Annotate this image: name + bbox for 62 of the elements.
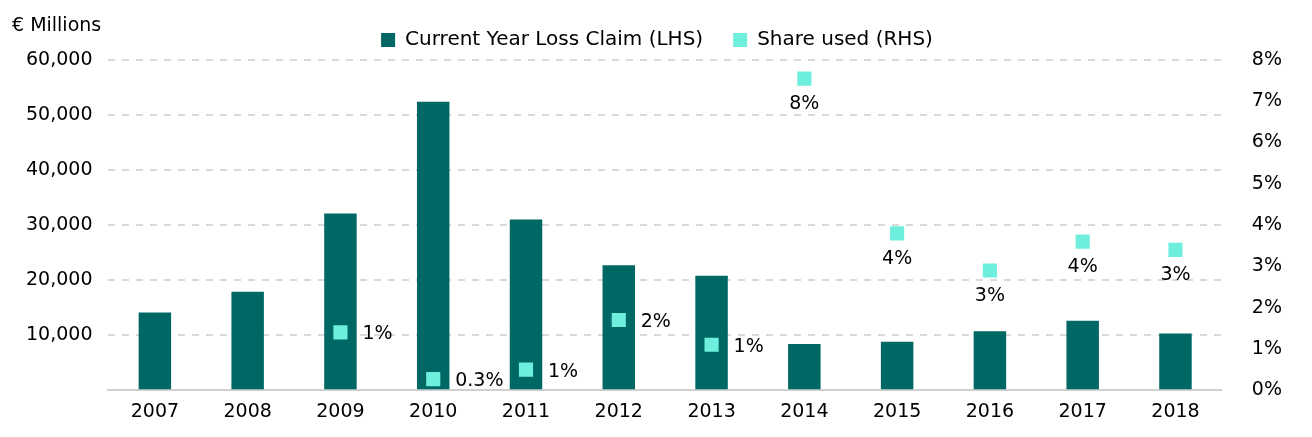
legend-label: Current Year Loss Claim (LHS) xyxy=(405,26,704,51)
y-tick-label: 60,000 xyxy=(26,46,93,69)
x-tick-label: 2016 xyxy=(965,398,1015,421)
y-tick-label: 50,000 xyxy=(26,101,93,124)
point xyxy=(333,325,348,340)
bar xyxy=(973,331,1007,390)
data-label: 1% xyxy=(362,321,393,344)
point xyxy=(890,226,905,241)
y2-tick-label: 6% xyxy=(1251,129,1283,152)
y2-tick-label: 0% xyxy=(1251,377,1283,400)
bar xyxy=(324,213,357,390)
y2-tick-label: 7% xyxy=(1251,88,1283,111)
x-tick-label: 2007 xyxy=(130,398,180,421)
x-tick-label: 2018 xyxy=(1151,398,1200,421)
x-tick-label: 2008 xyxy=(223,398,272,421)
point xyxy=(704,337,719,352)
x-tick-label: 2017 xyxy=(1058,398,1107,421)
point xyxy=(1168,242,1183,257)
bar xyxy=(231,291,264,390)
y2-tick-label: 1% xyxy=(1251,335,1283,358)
x-tick-label: 2010 xyxy=(409,398,458,421)
y2-tick-label: 2% xyxy=(1251,294,1283,317)
bar xyxy=(416,101,450,390)
data-label: 2% xyxy=(640,308,671,331)
y-tick-label: 10,000 xyxy=(26,322,93,345)
y2-tick-label: 4% xyxy=(1251,212,1283,235)
x-tick-label: 2013 xyxy=(687,398,736,421)
point xyxy=(797,71,812,86)
bar xyxy=(138,312,172,390)
data-label: 4% xyxy=(882,245,913,268)
data-label: 4% xyxy=(1067,254,1098,277)
y-axis-title: € Millions xyxy=(12,12,102,35)
data-label: 3% xyxy=(1160,262,1191,285)
bar xyxy=(1159,333,1192,390)
x-tick-label: 2014 xyxy=(780,398,829,421)
point xyxy=(982,263,997,278)
bar xyxy=(509,219,543,390)
x-tick-label: 2012 xyxy=(594,398,643,421)
y2-tick-label: 5% xyxy=(1251,170,1283,193)
x-tick-label: 2011 xyxy=(501,398,551,421)
point xyxy=(611,312,626,328)
x-tick-label: 2015 xyxy=(872,398,922,421)
bar xyxy=(1066,320,1099,390)
data-label: 1% xyxy=(733,333,764,356)
point xyxy=(426,371,441,387)
data-label: 3% xyxy=(974,282,1005,305)
point xyxy=(518,362,534,377)
point xyxy=(1075,234,1090,249)
x-tick-label: 2009 xyxy=(316,398,365,421)
y2-tick-label: 3% xyxy=(1251,253,1283,276)
bar xyxy=(695,275,728,390)
data-label: 0.3% xyxy=(455,367,504,390)
y-tick-label: 30,000 xyxy=(26,212,93,235)
bar xyxy=(788,343,821,390)
data-label: 8% xyxy=(789,91,820,114)
data-label: 1% xyxy=(548,358,579,381)
y-tick-label: 40,000 xyxy=(26,157,93,179)
bar xyxy=(880,341,914,390)
y2-tick-label: 8% xyxy=(1251,46,1283,69)
legend-label: Share used (RHS) xyxy=(757,26,933,51)
y-tick-label: 20,000 xyxy=(26,267,93,290)
bar xyxy=(602,265,636,390)
